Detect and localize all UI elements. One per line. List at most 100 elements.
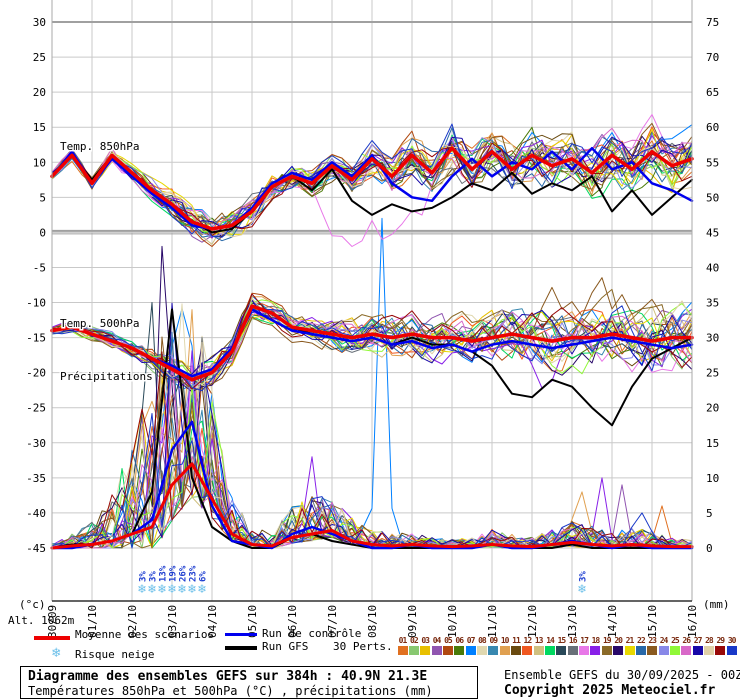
footer-title-box: Diagramme des ensembles GEFS sur 384h : … <box>20 666 478 699</box>
perturbation-color-swatch <box>431 646 442 655</box>
snowflake-marker: ❄ <box>197 582 206 597</box>
x-axis-date-label: 03/10 <box>166 605 179 638</box>
y-axis-right-tick-label: 55 <box>706 156 719 169</box>
perturbation-number: 28 <box>705 636 714 645</box>
member-temp500-line <box>51 299 693 385</box>
perturbation-color-swatch <box>726 646 737 655</box>
snow-risk-percent: 3% <box>579 571 589 582</box>
perturbation-color-swatch <box>476 646 487 655</box>
perturbation-05: 05 <box>442 636 453 655</box>
perturbation-number: 11 <box>512 636 521 645</box>
legend-gfs-swatch <box>225 646 257 650</box>
perturbation-number: 21 <box>625 636 635 645</box>
mean-temp850-line <box>50 146 694 231</box>
y-axis-right-tick-label: 75 <box>706 16 719 29</box>
label-precipitations: Précipitations <box>60 370 153 383</box>
legend-snow-label: Risque neige <box>75 648 155 661</box>
x-axis-date-label: 06/10 <box>286 605 299 638</box>
perturbation-number: 07 <box>466 636 476 645</box>
x-axis-date-label: 12/10 <box>526 605 539 638</box>
x-axis-date-label: 10/10 <box>446 605 459 638</box>
y-axis-right-tick-label: 5 <box>706 507 713 520</box>
perturbation-04: 04 <box>431 636 442 655</box>
perturbation-color-swatch <box>556 646 567 655</box>
perturbation-number: 06 <box>455 636 464 645</box>
perturbation-16: 16 <box>567 636 578 655</box>
legend-perts-label: 30 Perts. <box>333 640 393 653</box>
y-axis-right-tick-label: 15 <box>706 437 719 450</box>
altitude-label: Alt. 1062m <box>8 614 75 627</box>
perturbation-number: 25 <box>671 636 680 645</box>
perturbation-color-swatch <box>545 646 556 655</box>
perturbation-color-swatch <box>635 646 646 655</box>
x-axis-date-label: 16/10 <box>686 605 699 638</box>
perturbation-color-swatch <box>590 646 601 655</box>
perturbation-color-swatch <box>601 646 612 655</box>
snowflake-marker: ❄ <box>147 582 156 597</box>
perturbation-23: 23 <box>647 636 658 655</box>
perturbation-color-swatch <box>624 646 635 655</box>
perturbation-20: 20 <box>613 636 624 655</box>
y-axis-right-tick-label: 60 <box>706 121 719 134</box>
y-axis-left-unit: (°c) <box>19 598 46 611</box>
x-axis-date-label: 07/10 <box>326 605 339 638</box>
y-axis-left-tick-label: -45 <box>26 542 46 555</box>
perturbation-30: 30 <box>726 636 737 655</box>
y-axis-left-tick-label: -30 <box>26 437 46 450</box>
perturbation-18: 18 <box>590 636 601 655</box>
main-curves <box>50 146 694 550</box>
perturbation-number: 12 <box>523 636 533 645</box>
perturbation-color-swatch <box>465 646 476 655</box>
perturbation-color-swatch <box>681 646 692 655</box>
member-temp850-line <box>51 134 693 234</box>
snowflake-marker: ❄ <box>157 582 166 597</box>
mean-temp500-line <box>50 304 694 382</box>
y-axis-left-tick-label: -35 <box>26 472 46 485</box>
y-axis-right-tick-label: 65 <box>706 86 719 99</box>
y-axis-left-tick-label: 30 <box>33 16 46 29</box>
y-axis-left-tick-label: -20 <box>26 367 46 380</box>
perturbation-number: 29 <box>716 636 725 645</box>
label-temp-500: Temp. 500hPa <box>60 317 139 330</box>
y-axis-right-tick-label: 20 <box>706 402 719 415</box>
perturbation-25: 25 <box>669 636 680 655</box>
label-temp-850: Temp. 850hPa <box>60 140 139 153</box>
y-axis-right-tick-label: 45 <box>706 226 719 239</box>
perturbation-21: 21 <box>624 636 635 655</box>
perturbation-09: 09 <box>488 636 499 655</box>
y-axis-right-tick-label: 10 <box>706 472 719 485</box>
perturbation-13: 13 <box>533 636 544 655</box>
legend-control-swatch <box>225 633 257 636</box>
perturbation-14: 14 <box>545 636 556 655</box>
perturbation-number: 30 <box>727 636 737 645</box>
ensemble-chart: Temp. 850hPa Temp. 500hPa Précipitations 30… <box>8 0 730 638</box>
perturbation-number: 10 <box>500 636 510 645</box>
snow-risk-percent: 3% <box>149 571 159 582</box>
perturbation-01: 01 <box>397 636 408 655</box>
x-axis-date-label: 15/10 <box>646 605 659 638</box>
x-axis-date-label: 01/10 <box>86 605 99 638</box>
snowflake-marker: ❄ <box>177 582 186 597</box>
member-temp500-line <box>51 299 693 388</box>
perturbation-17: 17 <box>579 636 590 655</box>
perturbation-number: 17 <box>580 636 589 645</box>
perturbation-27: 27 <box>692 636 703 655</box>
y-axis-right-tick-label: 35 <box>706 297 719 310</box>
perturbation-07: 07 <box>465 636 476 655</box>
perturbation-color-swatch <box>397 646 408 655</box>
member-precip-line <box>51 342 693 549</box>
y-axis-right-unit: (mm) <box>703 598 730 611</box>
y-axis-left-tick-label: 25 <box>33 51 46 64</box>
snow-risk-percent: 23% <box>189 565 199 582</box>
legend-mean-label: Moyenne des scénarios <box>75 628 215 641</box>
perturbation-24: 24 <box>658 636 669 655</box>
y-axis-right-tick-label: 70 <box>706 51 719 64</box>
y-axis-left-tick-label: 15 <box>33 121 46 134</box>
perturbation-color-swatch <box>499 646 510 655</box>
snowflake-icon: ❄ <box>52 645 61 661</box>
perturbation-19: 19 <box>601 636 612 655</box>
snow-risk-percent: 19% <box>169 565 179 582</box>
x-axis-date-label: 05/10 <box>246 605 259 638</box>
perturbation-10: 10 <box>499 636 510 655</box>
